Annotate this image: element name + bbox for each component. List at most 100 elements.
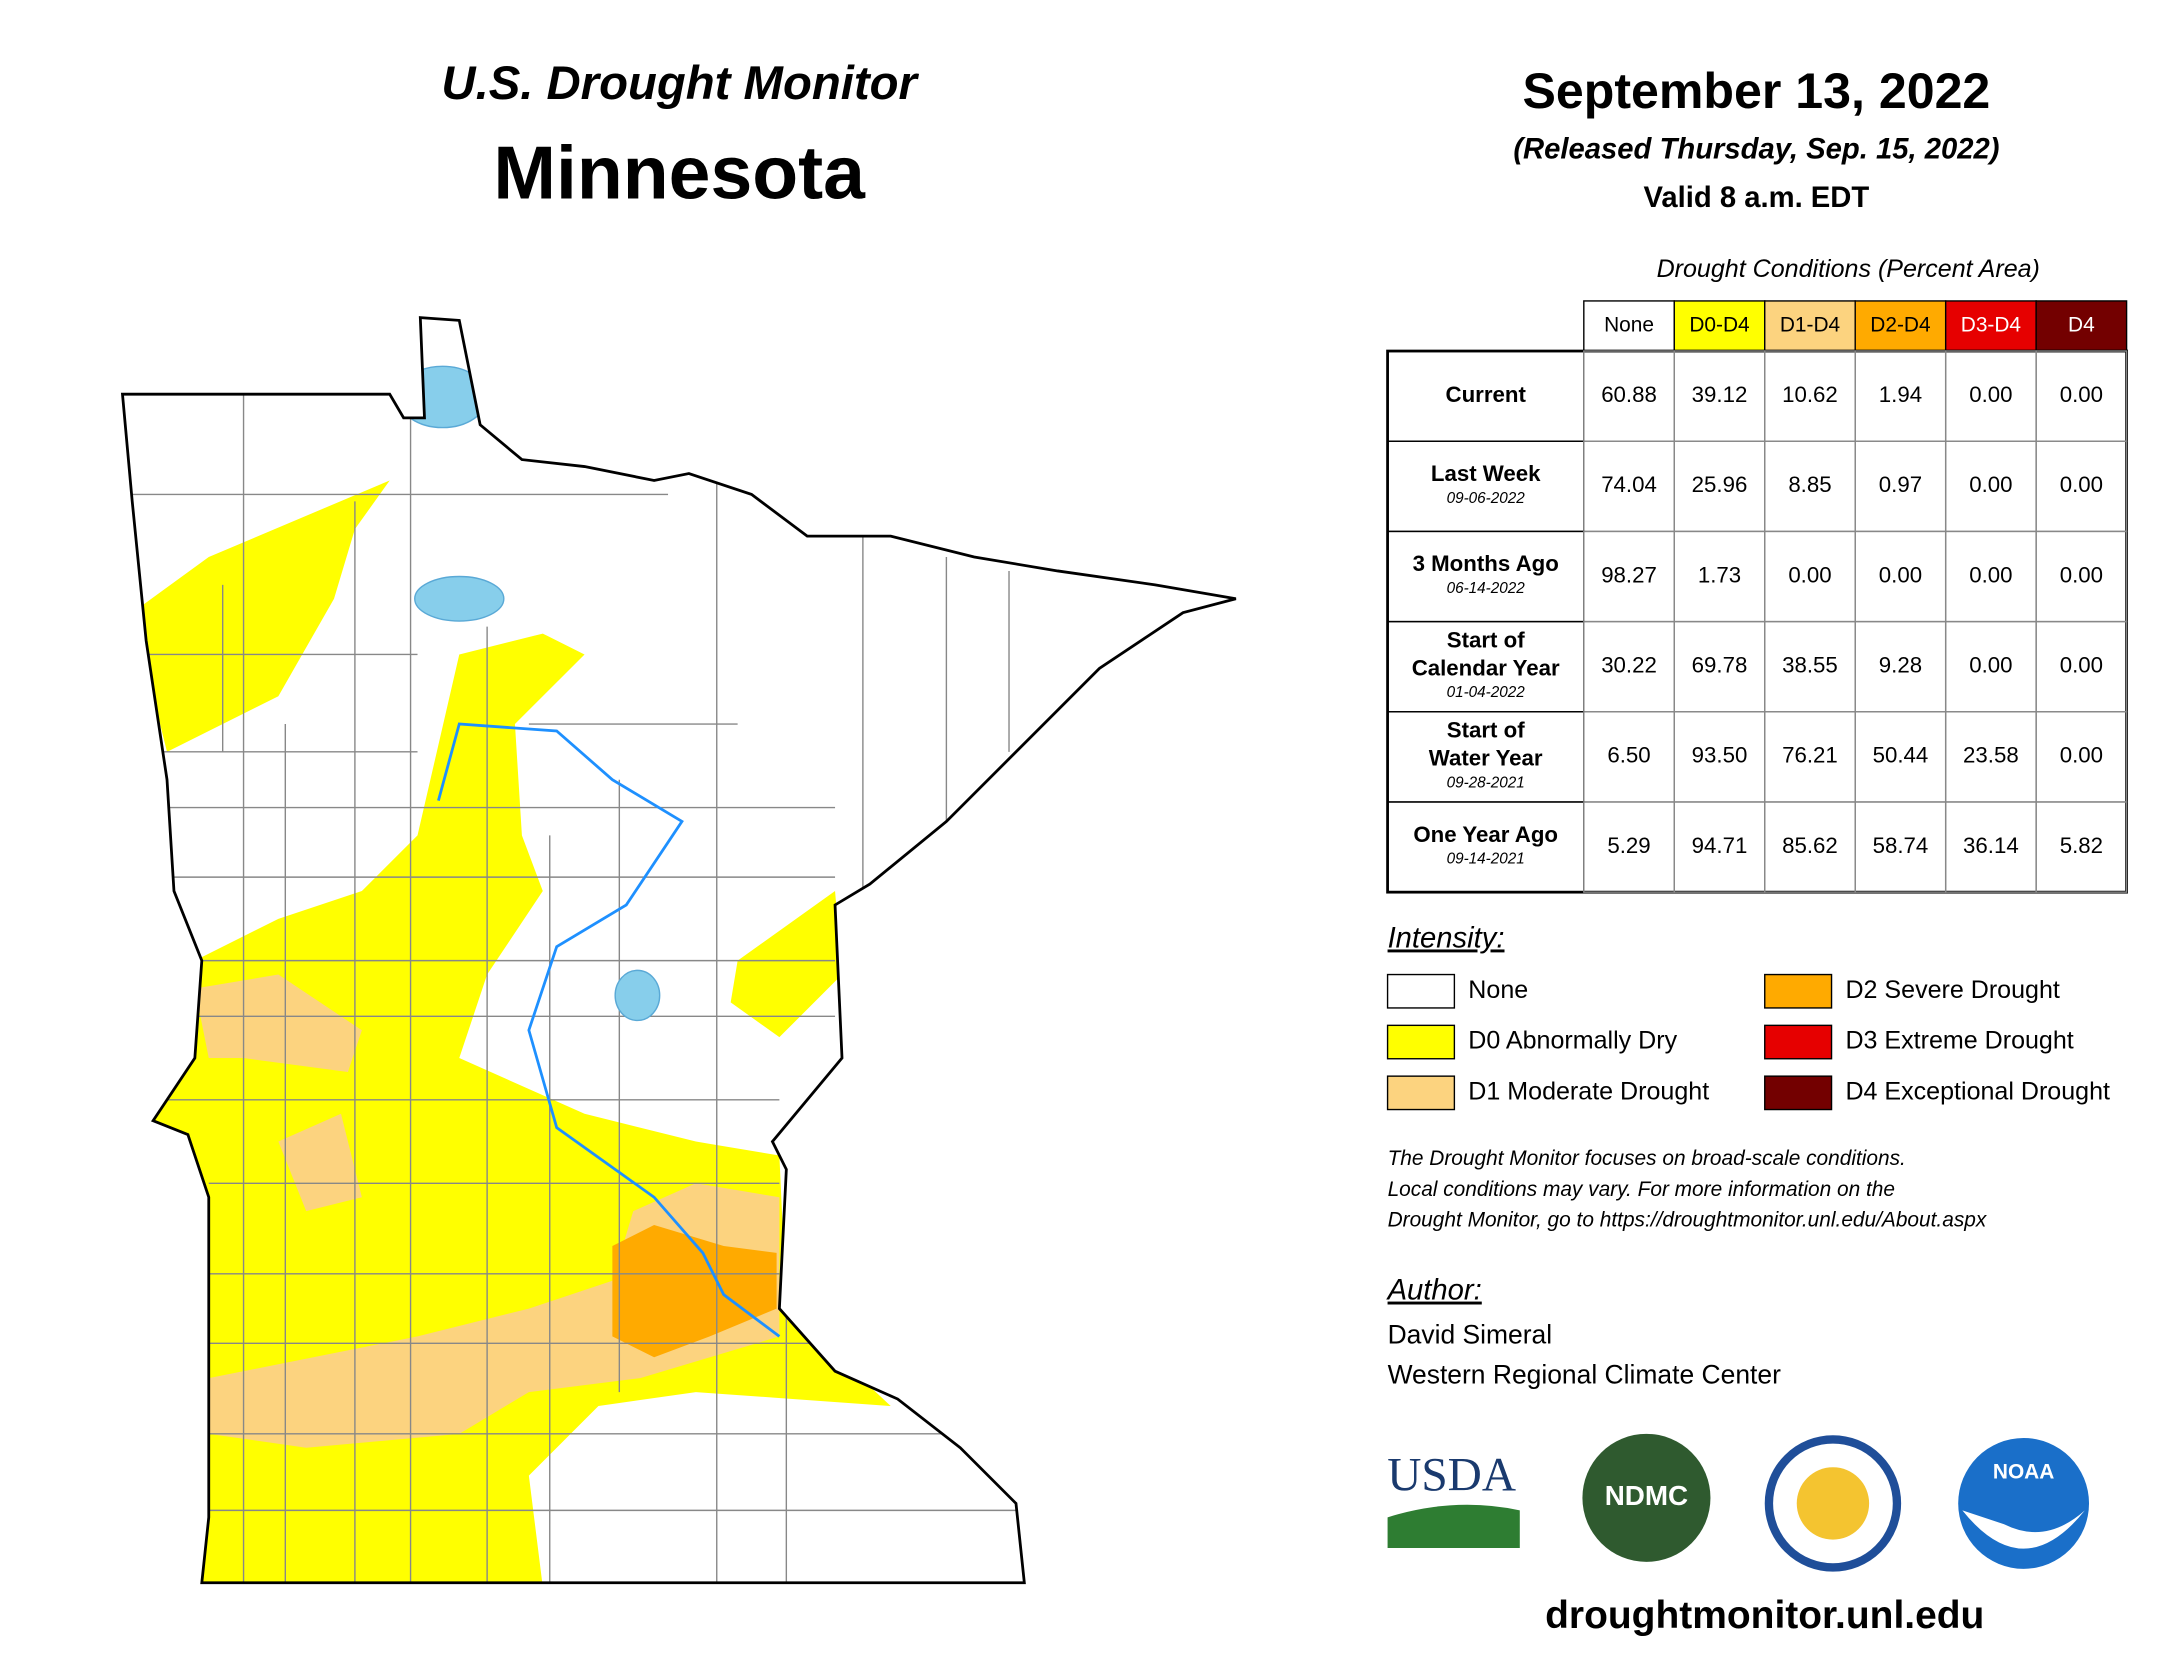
cell-value: 5.29 bbox=[1607, 833, 1650, 858]
header-cell bbox=[1583, 300, 1675, 352]
row-label: Water Year bbox=[1429, 746, 1543, 771]
legend-swatch bbox=[1764, 973, 1833, 1009]
river bbox=[437, 722, 781, 1338]
cell-value: 58.74 bbox=[1873, 833, 1929, 858]
header-cell bbox=[1673, 300, 1766, 352]
cell-value: 38.55 bbox=[1782, 653, 1838, 678]
legend-swatch bbox=[1764, 1024, 1833, 1060]
row-label: Start of bbox=[1447, 718, 1525, 743]
row-label: Calendar Year bbox=[1412, 655, 1560, 680]
row-date: 01-04-2022 bbox=[1447, 684, 1526, 701]
cell-value: 60.88 bbox=[1601, 382, 1657, 407]
legend-swatch bbox=[1386, 973, 1456, 1009]
cell-value: 85.62 bbox=[1782, 833, 1838, 858]
release-date: (Released Thursday, Sep. 15, 2022) bbox=[1513, 133, 1999, 165]
legend-label: D0 Abnormally Dry bbox=[1468, 1027, 1677, 1055]
legend-swatch bbox=[1764, 1075, 1833, 1111]
cell-value: 0.00 bbox=[1969, 472, 2012, 497]
valid-time: Valid 8 a.m. EDT bbox=[1644, 182, 1870, 214]
header-cell bbox=[1854, 300, 1947, 352]
row-date: 09-14-2021 bbox=[1447, 851, 1525, 868]
column-header: D2-D4 bbox=[1870, 314, 1930, 337]
cell-value: 0.00 bbox=[2060, 382, 2103, 407]
cell-value: 9.28 bbox=[1879, 653, 1922, 678]
cell-value: 0.00 bbox=[2060, 472, 2103, 497]
row-label-cell bbox=[1386, 440, 1585, 533]
author-org: Western Regional Climate Center bbox=[1388, 1360, 1782, 1390]
state-name: Minnesota bbox=[493, 130, 866, 214]
value-cell bbox=[2035, 801, 2128, 893]
cell-value: 39.12 bbox=[1692, 382, 1748, 407]
row-label: 3 Months Ago bbox=[1413, 551, 1559, 576]
row-date: 06-14-2022 bbox=[1447, 580, 1526, 597]
row-date: 09-28-2021 bbox=[1447, 774, 1525, 791]
legend: None D0 Abnormally Dry D1 Moderate Drought… bbox=[1386, 973, 2110, 1111]
legend-title: Intensity: bbox=[1388, 922, 1505, 954]
cell-value: 23.58 bbox=[1963, 743, 2019, 768]
conditions-table: None D0-D4 D1-D4 D2-D4 D3-D4 D4 Current 60.88 39… bbox=[1386, 300, 2128, 894]
cell-value: 76.21 bbox=[1782, 743, 1838, 768]
logo-ndmc-text: NDMC bbox=[1605, 1480, 1688, 1511]
cell-value: 5.82 bbox=[2060, 833, 2103, 858]
author-label: Author: bbox=[1386, 1275, 1482, 1307]
cell-value: 0.00 bbox=[2060, 743, 2103, 768]
cell-value: 74.04 bbox=[1601, 472, 1657, 497]
cell-value: 93.50 bbox=[1692, 743, 1748, 768]
cell-value: 10.62 bbox=[1782, 382, 1838, 407]
row-label-cell bbox=[1386, 530, 1585, 623]
header-cell bbox=[2035, 300, 2128, 352]
cell-value: 25.96 bbox=[1692, 472, 1748, 497]
column-header: None bbox=[1604, 314, 1654, 337]
note-line: Local conditions may vary. For more info… bbox=[1388, 1178, 1895, 1201]
cell-value: 0.00 bbox=[1879, 562, 1922, 587]
row-date: 09-06-2022 bbox=[1447, 490, 1526, 507]
table-caption: Drought Conditions (Percent Area) bbox=[1657, 255, 2040, 283]
cell-value: 6.50 bbox=[1607, 743, 1650, 768]
column-header: D1-D4 bbox=[1780, 314, 1840, 337]
cell-value: 0.00 bbox=[2060, 653, 2103, 678]
cell-value: 0.00 bbox=[1969, 653, 2012, 678]
cell-value: 69.78 bbox=[1692, 653, 1748, 678]
row-label: Current bbox=[1446, 382, 1527, 407]
logo-usda-field bbox=[1387, 1504, 1520, 1548]
logo-commerce-seal bbox=[1796, 1467, 1870, 1540]
legend-label: D4 Exceptional Drought bbox=[1845, 1077, 2110, 1105]
cell-value: 0.00 bbox=[1969, 562, 2012, 587]
legend-label: D2 Severe Drought bbox=[1845, 976, 2059, 1004]
logo-noaa-text: NOAA bbox=[1993, 1460, 2054, 1483]
cell-value: 50.44 bbox=[1873, 743, 1929, 768]
legend-swatch bbox=[1386, 1075, 1456, 1111]
cell-value: 98.27 bbox=[1601, 562, 1657, 587]
map bbox=[122, 317, 1236, 1583]
cell-value: 94.71 bbox=[1692, 833, 1748, 858]
map-date: September 13, 2022 bbox=[1522, 63, 1990, 119]
legend-label: D1 Moderate Drought bbox=[1468, 1077, 1709, 1105]
cell-value: 0.97 bbox=[1879, 472, 1922, 497]
cell-value: 0.00 bbox=[1969, 382, 2012, 407]
row-label: Last Week bbox=[1431, 461, 1541, 486]
logos: USDA NDMC NOAA bbox=[1387, 1433, 2090, 1572]
author-name: David Simeral bbox=[1388, 1319, 1553, 1349]
cell-value: 0.00 bbox=[1788, 562, 1831, 587]
legend-swatch bbox=[1386, 1024, 1456, 1060]
note-line: The Drought Monitor focuses on broad-sca… bbox=[1388, 1147, 1906, 1170]
cell-value: 1.73 bbox=[1698, 562, 1741, 587]
logo-ndmc bbox=[1582, 1433, 1711, 1562]
logo-usda: USDA bbox=[1387, 1450, 1516, 1502]
lake bbox=[414, 575, 505, 622]
column-header: D4 bbox=[2068, 314, 2095, 337]
website: droughtmonitor.unl.edu bbox=[1545, 1594, 1984, 1637]
column-header: D0-D4 bbox=[1689, 314, 1749, 337]
cell-value: 0.00 bbox=[2060, 562, 2103, 587]
logo-noaa bbox=[1958, 1438, 2090, 1569]
column-header: D3-D4 bbox=[1961, 314, 2021, 337]
county-lines bbox=[122, 394, 1025, 1583]
legend-label: None bbox=[1468, 976, 1528, 1004]
row-label: One Year Ago bbox=[1413, 822, 1558, 847]
title: U.S. Drought Monitor bbox=[441, 57, 919, 110]
legend-label: D3 Extreme Drought bbox=[1845, 1027, 2073, 1055]
cell-value: 30.22 bbox=[1601, 653, 1657, 678]
d2-area bbox=[612, 1225, 777, 1358]
